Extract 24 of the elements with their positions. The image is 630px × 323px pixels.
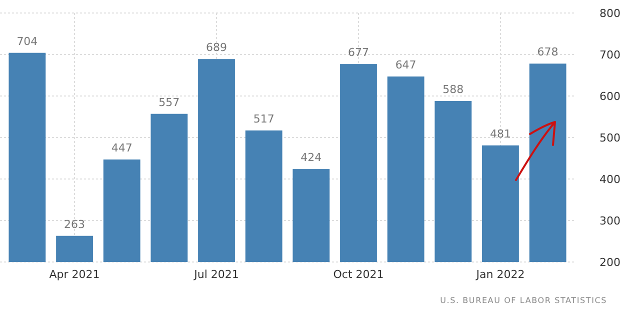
data-label: 677 [348,46,369,60]
y-tick-label: 800 [600,6,620,20]
x-tick-label: Oct 2021 [333,268,384,281]
data-label: 481 [490,127,511,140]
data-label: 689 [206,41,228,54]
data-label: 588 [442,82,464,96]
x-tick-label: Jan 2022 [475,268,525,281]
y-tick-label: 300 [600,214,620,228]
y-tick-label: 200 [600,256,620,269]
x-tick-label: Apr 2021 [49,268,100,281]
x-tick-label: Jul 2021 [193,268,239,281]
data-label: 447 [111,141,132,154]
data-label: 704 [16,34,38,48]
y-tick-label: 600 [600,90,620,103]
y-tick-label: 500 [600,131,620,144]
data-label: 263 [64,218,86,231]
y-tick-label: 400 [600,172,620,186]
y-tick-label: 700 [600,48,620,62]
text: U.S. BUREAU OF LABOR STATISTICS [440,296,607,305]
data-label: 678 [537,46,558,59]
data-label: 557 [158,96,180,109]
data-label: 647 [395,58,416,72]
data-label: 424 [300,151,322,164]
data-label: 517 [253,112,274,126]
